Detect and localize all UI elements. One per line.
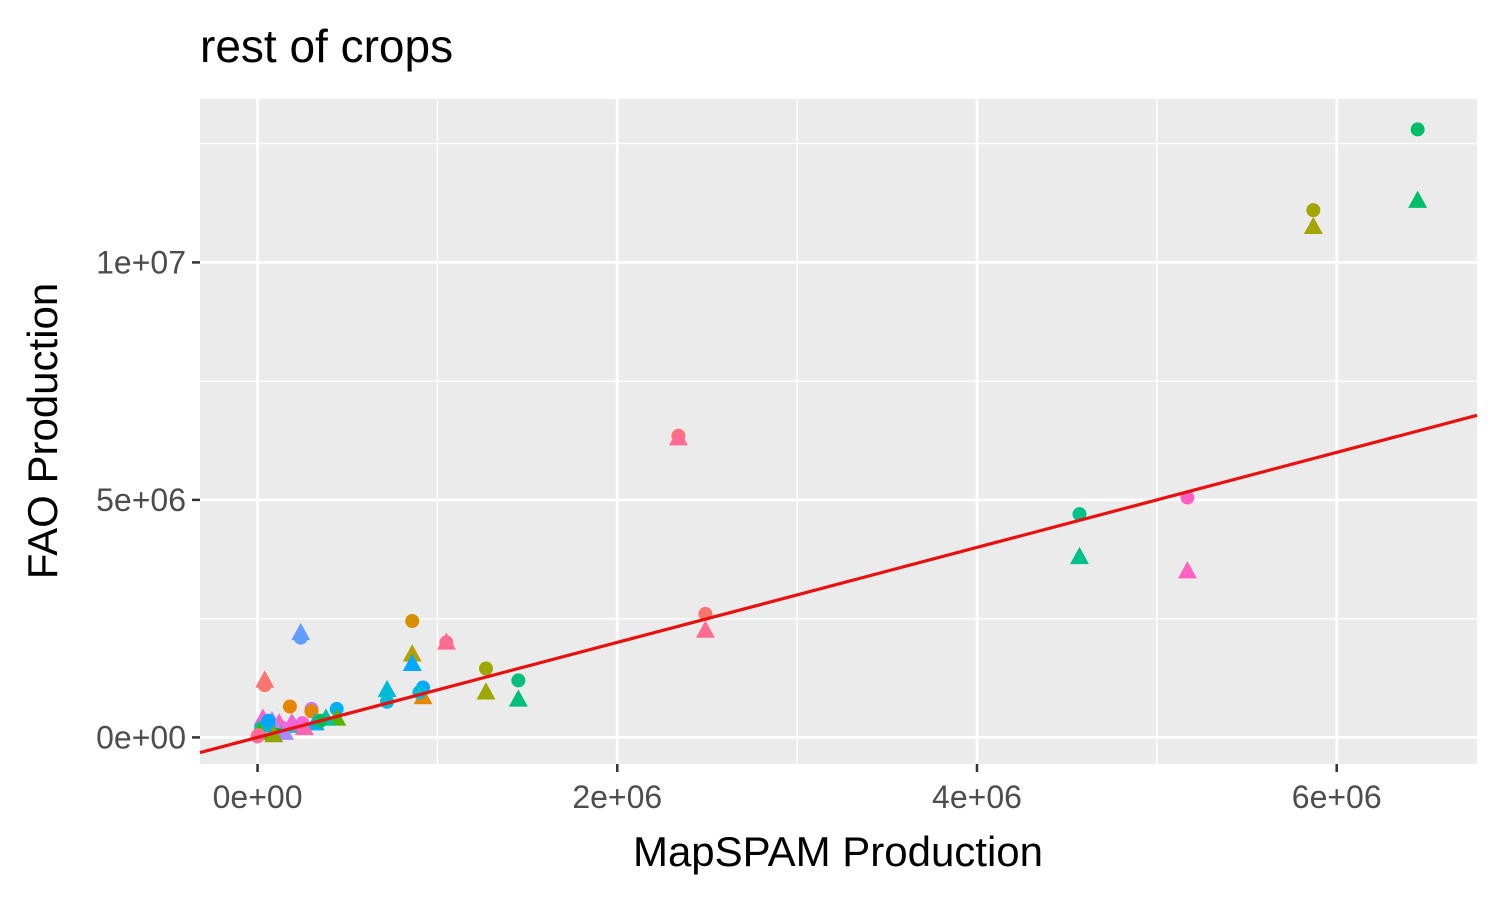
data-point-circle — [1410, 122, 1425, 137]
plot-panel — [200, 99, 1477, 764]
y-axis-title: FAO Production — [19, 283, 66, 579]
data-point-triangle — [1408, 190, 1428, 208]
x-tick-label: 2e+06 — [572, 779, 662, 815]
reference-line — [199, 413, 1478, 755]
y-tick-label: 0e+00 — [96, 719, 186, 755]
data-point-circle — [293, 630, 308, 645]
data-point-circle — [1306, 203, 1321, 218]
data-point-circle — [261, 713, 276, 728]
x-axis: 0e+00 2e+06 4e+06 6e+06 — [213, 764, 1382, 815]
x-tick-label: 6e+06 — [1292, 779, 1382, 815]
data-points — [249, 122, 1428, 744]
data-point-circle — [405, 614, 420, 629]
data-point-triangle — [476, 682, 496, 700]
data-point-triangle — [402, 644, 422, 662]
major-gridlines — [200, 99, 1477, 764]
x-axis-title: MapSPAM Production — [633, 828, 1043, 875]
data-point-triangle — [402, 653, 422, 671]
x-tick-label: 0e+00 — [213, 779, 303, 815]
data-point-circle — [1072, 507, 1087, 522]
data-point-triangle — [436, 632, 456, 650]
data-point-triangle — [1070, 546, 1090, 565]
data-point-triangle — [1303, 216, 1323, 234]
y-tick-label: 1e+07 — [96, 244, 186, 280]
chart-title: rest of crops — [200, 20, 453, 72]
data-point-triangle — [695, 620, 715, 638]
data-point-triangle — [508, 689, 528, 707]
data-point-circle — [478, 661, 493, 676]
data-point-triangle — [377, 679, 397, 698]
data-point-circle — [257, 678, 272, 693]
data-point-triangle — [668, 428, 688, 446]
y-tick-label: 5e+06 — [96, 482, 186, 518]
data-point-circle — [511, 673, 526, 688]
data-point-circle — [282, 699, 297, 714]
y-axis: 0e+00 5e+06 1e+07 — [96, 244, 200, 755]
data-point-triangle — [1177, 561, 1197, 579]
x-tick-label: 4e+06 — [932, 779, 1022, 815]
